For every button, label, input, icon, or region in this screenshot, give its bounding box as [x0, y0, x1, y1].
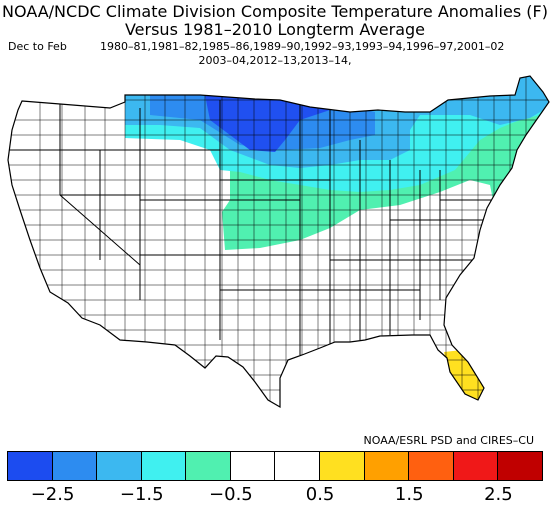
colorbar-swatch-11	[497, 451, 543, 481]
map-title-line1: NOAA/NCDC Climate Division Composite Tem…	[2, 2, 548, 21]
colorbar-swatch-8	[363, 451, 410, 481]
colorbar-swatch-4	[185, 451, 231, 481]
colorbar-tick-label: 2.5	[484, 484, 513, 505]
colorbar	[7, 451, 543, 481]
season-label: Dec to Feb	[8, 40, 67, 53]
colorbar-swatch-1	[51, 451, 98, 481]
colorbar-tick-label: −2.5	[30, 484, 75, 505]
map-title-line2: Versus 1981–2010 Longterm Average	[124, 20, 426, 39]
colorbar-tick-label: 1.5	[394, 484, 424, 505]
years-list-line2: 2003–04,2012–13,2013–14,	[198, 54, 352, 67]
credit-label: NOAA/ESRL PSD and CIRES–CU	[363, 434, 534, 447]
colorbar-swatch-5	[229, 451, 276, 481]
state-boundaries	[8, 100, 500, 355]
colorbar-swatch-2	[96, 451, 142, 481]
colorbar-tick-label: −0.5	[209, 484, 253, 505]
colorbar-tick-label: 0.5	[305, 484, 335, 505]
colorbar-swatch-6	[274, 451, 321, 481]
colorbar-swatch-3	[140, 451, 187, 481]
colorbar-swatch-10	[452, 451, 499, 481]
anomaly-zone-minus-2-5	[205, 95, 352, 152]
years-list-line1: 1980–81,1981–82,1985–86,1989–90,1992–93,…	[100, 40, 505, 53]
colorbar-ticks: −2.5 −1.5 −0.5 0.5 1.5 2.5	[8, 484, 543, 506]
us-climate-division-map	[7, 75, 550, 408]
colorbar-swatch-7	[319, 451, 365, 481]
colorbar-swatch-0	[7, 451, 53, 481]
colorbar-tick-label: −1.5	[119, 484, 164, 505]
colorbar-swatch-9	[408, 451, 454, 481]
